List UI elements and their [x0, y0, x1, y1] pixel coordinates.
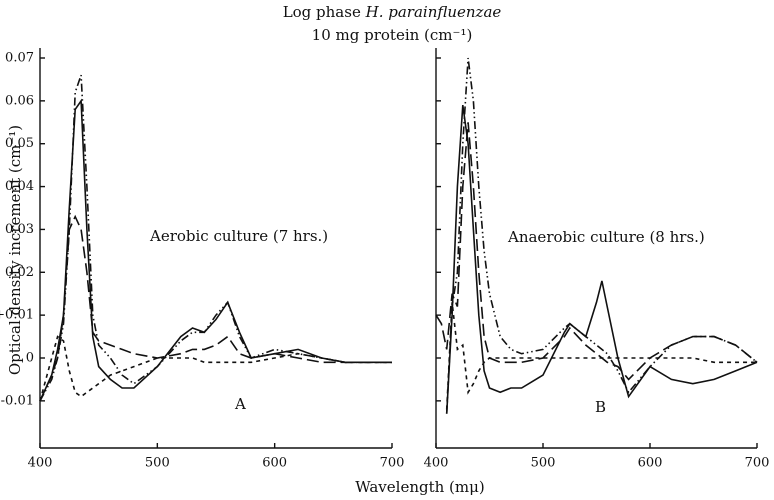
- curve: [39, 98, 392, 402]
- curve: [39, 335, 392, 402]
- annotation: Anaerobic culture (8 hrs.): [507, 228, 705, 246]
- x-tick-label: 400: [28, 456, 53, 471]
- x-tick-label: 500: [145, 456, 170, 471]
- x-tick-label: 700: [380, 456, 405, 471]
- y-tick-label: +0.01: [0, 308, 34, 323]
- y-axis-label: Optical density increment (cm⁻¹): [6, 125, 24, 375]
- x-tick-label: 500: [531, 456, 556, 471]
- x-tick-label: 600: [262, 456, 287, 471]
- title-species: H. parainfluenzae: [365, 3, 502, 21]
- y-tick-label: -0.01: [1, 393, 34, 408]
- x-axis-label: Wavelength (mμ): [355, 478, 484, 496]
- curve: [39, 74, 392, 402]
- curve: [445, 302, 757, 410]
- y-tick-label: 0: [26, 351, 34, 366]
- curve: [435, 122, 758, 381]
- y-tick-label: 0.03: [5, 222, 34, 237]
- y-tick-label: 0.04: [5, 179, 34, 194]
- y-tick-label: 0.02: [5, 265, 34, 280]
- title: Log phase H. parainfluenzae: [283, 3, 502, 21]
- panel-label: A: [234, 395, 246, 413]
- x-tick-label: 400: [424, 456, 449, 471]
- x-tick-label: 600: [638, 456, 663, 471]
- y-tick-label: 0.06: [5, 93, 34, 108]
- x-tick-label: 700: [745, 456, 770, 471]
- annotation: Aerobic culture (7 hrs.): [149, 227, 328, 245]
- y-tick-label: 0.05: [5, 136, 34, 151]
- curve: [445, 104, 758, 414]
- subtitle: 10 mg protein (cm⁻¹): [312, 26, 473, 44]
- panel-label: B: [595, 398, 606, 416]
- curve: [39, 214, 392, 402]
- title-prefix: Log phase: [283, 3, 361, 21]
- y-tick-label: 0.07: [5, 51, 34, 66]
